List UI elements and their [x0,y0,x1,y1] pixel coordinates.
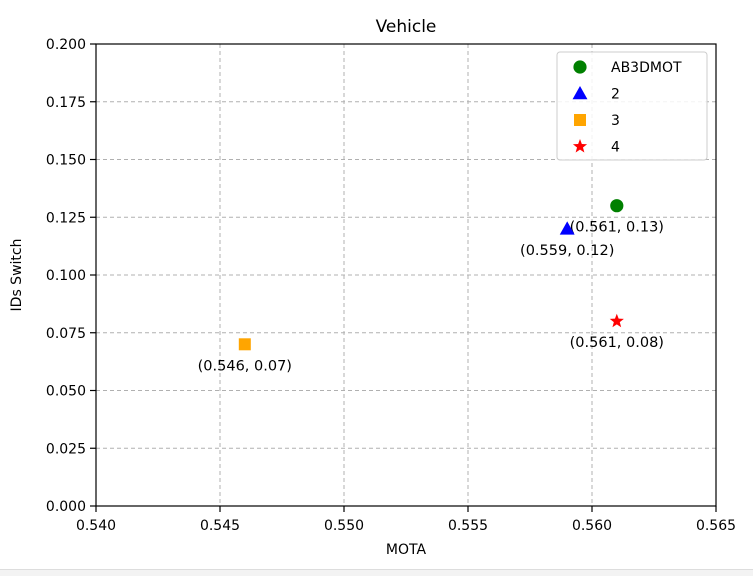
legend-entry: 3 [611,113,620,129]
legend-marker-4 [572,139,588,153]
x-tick-label: 0.545 [200,518,240,534]
x-tick-label: 0.555 [448,518,488,534]
y-tick-label: 0.025 [46,441,86,457]
x-tick-label: 0.540 [76,518,116,534]
legend-box [556,51,708,161]
data-label: (0.561, 0.08) [570,335,664,351]
y-axis-label: IDs Switch [9,239,25,312]
y-tick-label: 0.125 [46,210,86,226]
legend-entry: 4 [611,140,620,156]
bottom-scroll-strip [0,569,753,576]
x-tick-label: 0.560 [572,518,612,534]
data-point-4 [609,313,624,328]
x-axis-label: MOTA [386,542,427,558]
legend-entry: 2 [611,87,620,103]
legend-marker-AB3DMOT [573,60,587,74]
legend-marker-2 [572,86,588,100]
data-label: (0.546, 0.07) [198,358,292,374]
y-tick-label: 0.175 [46,95,86,111]
x-tick-label: 0.550 [324,518,364,534]
data-point-AB3DMOT [610,199,624,213]
data-label: (0.561, 0.13) [570,220,664,236]
x-tick-label: 0.565 [696,518,736,534]
data-point-3 [238,338,251,351]
y-tick-label: 0.200 [46,37,86,53]
legend-marker-3 [574,114,586,126]
y-tick-label: 0.000 [46,499,86,515]
legend-entry: AB3DMOT [611,60,682,76]
y-tick-label: 0.075 [46,326,86,342]
y-tick-label: 0.150 [46,153,86,169]
data-label: (0.559, 0.12) [520,243,614,259]
data-point-2 [559,221,575,235]
y-tick-label: 0.050 [46,384,86,400]
chart-title: Vehicle [376,17,437,37]
y-tick-label: 0.100 [46,268,86,284]
